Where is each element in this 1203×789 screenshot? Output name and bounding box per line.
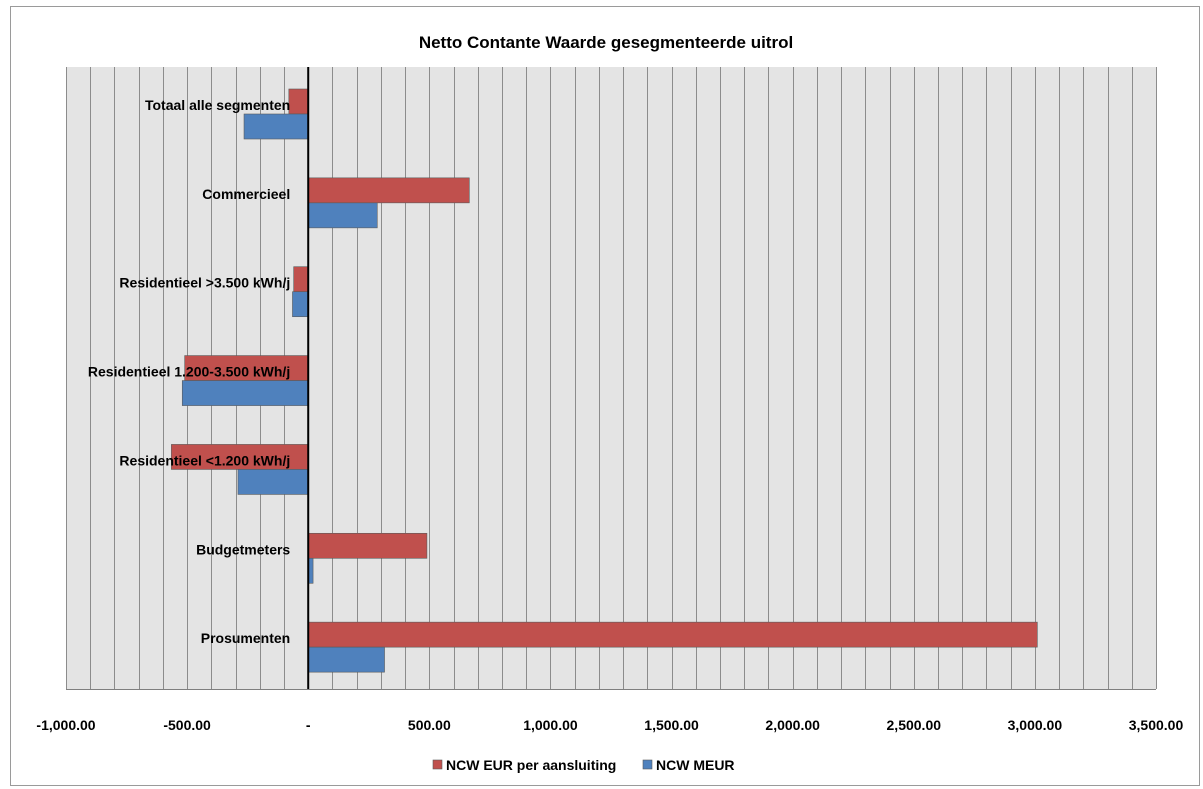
x-tick-label: 1,500.00	[644, 717, 699, 733]
x-tick-label: -	[306, 717, 311, 733]
chart-title: Netto Contante Waarde gesegmenteerde uit…	[419, 33, 793, 52]
x-tick-label: 2,500.00	[887, 717, 942, 733]
bar-eur-per-aansluiting	[184, 355, 309, 381]
bar-meur	[181, 380, 309, 406]
category-label: Prosumenten	[201, 630, 290, 646]
category-label: Residentieel 1.200-3.500 kWh/j	[88, 364, 290, 380]
bar-eur-per-aansluiting	[307, 532, 428, 559]
plot-area: Totaal alle segmenten Commercieel Resident…	[36, 67, 1183, 733]
bar-eur-per-aansluiting	[307, 621, 1038, 648]
legend-label: NCW MEUR	[656, 757, 735, 773]
x-tick-label: 3,000.00	[1008, 717, 1063, 733]
chart-frame: Netto Contante Waarde gesegmenteerde uit…	[10, 6, 1200, 786]
bar-meur	[307, 646, 385, 673]
x-tick-label: -1,000.00	[36, 717, 95, 733]
legend-swatch	[642, 759, 653, 770]
legend-label: NCW EUR per aansluiting	[446, 757, 616, 773]
category-label: Residentieel >3.500 kWh/j	[119, 275, 290, 291]
x-tick-label: 1,000.00	[523, 717, 578, 733]
category-label: Commercieel	[202, 186, 290, 202]
category-label: Budgetmeters	[196, 541, 290, 557]
bar-chart: Netto Contante Waarde gesegmenteerde uit…	[36, 33, 1183, 773]
bar-eur-per-aansluiting	[171, 444, 309, 470]
x-tick-label: -500.00	[163, 717, 211, 733]
legend-swatch	[432, 759, 443, 770]
x-tick-label: 2,000.00	[765, 717, 820, 733]
legend: NCW EUR per aansluiting NCW MEUR	[432, 757, 735, 773]
x-tick-label: 500.00	[408, 717, 451, 733]
category-label: Totaal alle segmenten	[145, 97, 290, 113]
x-tick-label: 3,500.00	[1129, 717, 1184, 733]
category-label: Residentieel <1.200 kWh/j	[119, 452, 290, 468]
bar-eur-per-aansluiting	[293, 266, 309, 293]
bar-meur	[307, 202, 378, 229]
bar-meur	[292, 291, 309, 318]
bar-meur	[243, 113, 309, 140]
bar-eur-per-aansluiting	[288, 88, 309, 115]
bar-eur-per-aansluiting	[307, 177, 470, 204]
bar-meur	[237, 469, 309, 495]
